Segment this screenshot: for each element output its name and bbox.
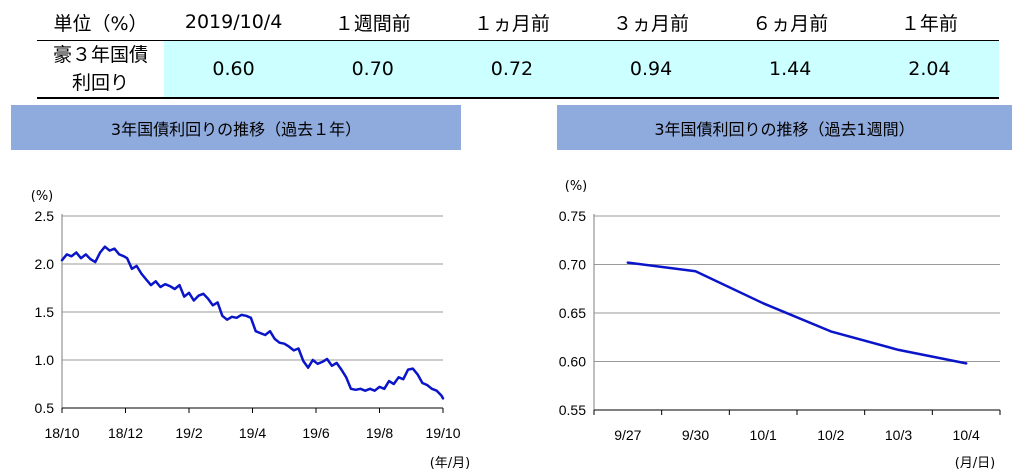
y-tick-label: 2.5 [35, 208, 55, 224]
value-6-months: 1.44 [720, 40, 860, 99]
row-label: 豪３年国債 利回り [37, 40, 164, 99]
x-axis-unit: (年/月) [430, 456, 471, 471]
y-tick-label: 0.5 [35, 400, 55, 416]
row-label-line-2: 利回り [71, 72, 129, 94]
x-tick-label: 19/2 [175, 425, 202, 441]
row-label-line-1: 豪３年国債 [52, 44, 148, 66]
y-tick-label: 2.0 [35, 256, 55, 272]
header-1-year: １年前 [859, 4, 999, 41]
header-6-months: ６ヵ月前 [720, 4, 860, 41]
value-current: 0.60 [164, 40, 304, 99]
x-tick-label: 18/12 [108, 425, 143, 441]
header-date: 2019/10/4 [164, 4, 304, 41]
yield-summary-table: 単位（%） 2019/10/4 １週間前 １ヵ月前 ３ヵ月前 ６ヵ月前 １年前 … [37, 4, 999, 99]
chart-title-1-year: 3年国債利回りの推移（過去１年） [11, 105, 461, 150]
table-row: 豪３年国債 利回り 0.60 0.70 0.72 0.94 1.44 2.04 [37, 40, 999, 99]
y-axis-unit: (%) [31, 189, 54, 204]
value-1-month: 0.72 [442, 40, 582, 99]
value-3-months: 0.94 [581, 40, 721, 99]
y-tick-label: 1.5 [35, 304, 55, 320]
x-tick-label: 18/10 [44, 425, 79, 441]
y-tick-label: 1.0 [35, 352, 55, 368]
series-line [60, 245, 445, 400]
x-tick-label: 19/4 [239, 425, 266, 441]
value-1-year: 2.04 [859, 40, 999, 99]
table-header-row: 単位（%） 2019/10/4 １週間前 １ヵ月前 ３ヵ月前 ６ヵ月前 １年前 [37, 4, 999, 41]
header-1-month: １ヵ月前 [442, 4, 582, 41]
header-3-months: ３ヵ月前 [581, 4, 721, 41]
header-1-week: １週間前 [303, 4, 443, 41]
value-1-week: 0.70 [303, 40, 443, 99]
x-tick-label: 19/6 [302, 425, 329, 441]
x-tick-label: 19/8 [366, 425, 393, 441]
x-tick-label: 19/10 [425, 425, 460, 441]
chart-title-1-week: 3年国債利回りの推移（過去1週間） [557, 105, 1012, 150]
header-unit: 単位（%） [37, 4, 164, 41]
